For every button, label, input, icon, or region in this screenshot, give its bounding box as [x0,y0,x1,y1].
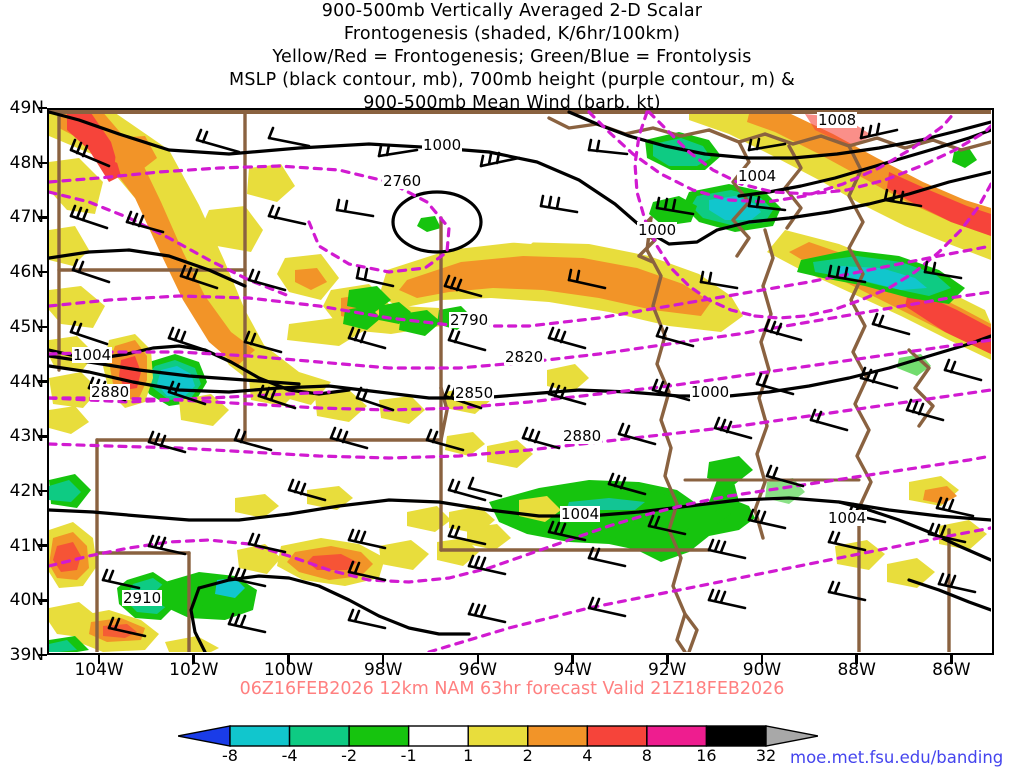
contour-label-mslp-1004: 1004 [827,509,868,527]
title-line-2: Frontogenesis (shaded, K/6hr/100km) [343,24,681,44]
colorbar-swatches [178,725,818,747]
contour-label-height-2820: 2820 [504,348,545,366]
colorbar-tick--1: -1 [400,746,417,765]
lon-tick-mark [97,655,101,664]
colorbar-tick-2: 2 [522,746,533,765]
contour-label-mslp-1000: 1000 [690,383,731,401]
lon-tick-92W: 92W [648,660,687,680]
lat-tick-44N: 44N [9,371,44,392]
contour-label-mslp-1004: 1004 [560,505,601,523]
lat-tick-39N: 39N [9,645,44,665]
lat-tick-mark [38,216,47,219]
colorbar-segment-6 [586,725,648,747]
wind-barbs [69,122,983,638]
contour-label-height-2910: 2910 [122,589,163,607]
contour-label-height-2850: 2850 [454,384,495,402]
lat-tick-mark [38,380,47,383]
lon-tick-104W: 104W [74,660,124,680]
frontogenesis-shading [49,110,991,652]
colorbar[interactable]: -8 -4 -2 -1 1 2 4 8 16 32 [178,724,818,765]
map-title-block: 900-500mb Vertically Averaged 2-D Scalar… [0,0,1024,115]
contour-label-height-2880: 2880 [90,383,131,401]
colorbar-segment-7 [646,725,708,747]
lat-tick-mark [38,599,47,602]
colorbar-extend-low [178,725,231,747]
lon-tick-mark [760,655,764,664]
lon-tick-86W: 86W [932,660,971,680]
colorbar-tick-8: 8 [641,746,652,765]
contour-label-mslp-1004: 1004 [72,346,113,364]
lon-tick-mark [950,655,953,664]
lon-tick-100W: 100W [263,660,314,680]
lat-tick-mark [38,270,47,274]
colorbar-segment-8 [705,725,767,747]
lat-tick-mark [38,325,47,329]
lat-tick-mark [38,435,47,438]
colorbar-tick-16: 16 [696,746,717,765]
colorbar-segment-5 [527,725,589,747]
lon-tick-mark [381,655,385,664]
colorbar-tick--2: -2 [341,746,358,765]
colorbar-tick-1: 1 [463,746,474,765]
colorbar-segment-4 [467,725,529,747]
lon-tick-90W: 90W [742,660,782,680]
lat-tick-42N: 42N [9,480,44,501]
colorbar-extend-high [765,725,818,747]
lat-tick-48N: 48N [9,152,44,173]
lat-tick-40N: 40N [9,590,44,611]
contour-label-mslp-1000: 1000 [422,136,463,154]
colorbar-segment-2 [348,725,410,747]
colorbar-tick--8: -8 [222,746,238,765]
lat-tick-mark [38,544,47,547]
lat-tick-mark [38,653,47,657]
lon-tick-mark [665,655,669,664]
lat-tick-mark [38,106,47,110]
lat-tick-mark [38,489,47,493]
contour-label-mslp-1008: 1008 [817,111,858,129]
contour-label-height-2760: 2760 [382,172,423,190]
lon-tick-96W: 96W [458,660,498,680]
map-canvas [49,110,991,652]
colorbar-tick--4: -4 [281,746,298,765]
lon-tick-mark [287,655,290,664]
lat-tick-47N: 47N [9,207,44,228]
contour-label-mslp-1004: 1004 [737,167,778,185]
contour-label-height-2790: 2790 [449,311,490,329]
colorbar-tick-4: 4 [582,746,593,765]
lon-tick-88W: 88W [837,660,876,680]
lon-tick-mark [476,655,480,664]
lat-tick-41N: 41N [9,535,44,556]
title-line-3: Yellow/Red = Frontogenesis; Green/Blue =… [272,47,752,67]
lat-tick-mark [38,161,47,165]
lon-tick-98W: 98W [363,660,403,680]
lat-tick-46N: 46N [9,262,44,283]
lon-tick-mark [855,655,858,664]
lat-tick-43N: 43N [9,426,44,447]
colorbar-tick-32: 32 [755,746,777,765]
lon-tick-102W: 102W [169,660,219,680]
lat-tick-49N: 49N [9,98,44,118]
lon-tick-mark [571,655,574,664]
contour-label-mslp-1000: 1000 [637,221,678,239]
colorbar-segment-0 [229,725,291,747]
colorbar-segment-3 [407,725,469,747]
lat-tick-45N: 45N [9,316,44,337]
title-line-4: MSLP (black contour, mb), 700mb height (… [229,70,795,90]
contour-label-height-2880: 2880 [562,427,603,445]
forecast-caption: 06Z16FEB2026 12km NAM 63hr forecast Vali… [239,679,785,699]
source-watermark: moe.met.fsu.edu/banding [790,748,1004,767]
colorbar-segment-1 [288,725,350,747]
title-line-1: 900-500mb Vertically Averaged 2-D Scalar [321,1,703,21]
lon-tick-mark [192,655,196,664]
lon-tick-94W: 94W [553,660,592,680]
map-plot-area[interactable]: 1000 2760 1008 1004 1000 2790 1004 2820 2850 2880… [47,108,994,655]
